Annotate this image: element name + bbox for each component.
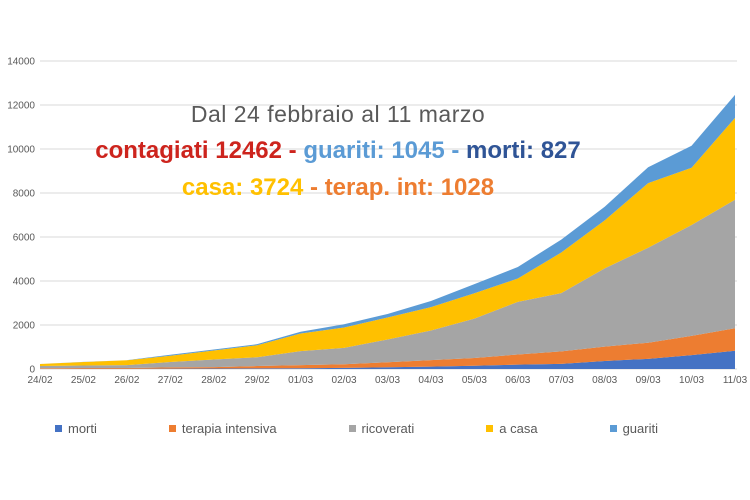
legend-item-terapia-intensiva: terapia intensiva: [168, 420, 277, 436]
legend-marker-a-casa: [486, 424, 494, 432]
x-axis-tick-label: 06/03: [505, 375, 530, 386]
legend-marker-ricoverati: [348, 424, 356, 432]
legend-marker-guariti: [609, 424, 617, 432]
y-axis-tick-label: 6000: [13, 233, 36, 244]
y-axis-tick-label: 0: [29, 365, 35, 376]
legend-marker-morti: [55, 424, 62, 432]
legend-item-morti: morti: [55, 421, 97, 436]
x-axis-tick-label: 11/03: [723, 375, 748, 386]
legend-item-ricoverati: ricoverati: [348, 420, 415, 436]
y-axis-tick-label: 14000: [7, 57, 35, 68]
x-axis-tick-label: 07/03: [549, 375, 574, 386]
x-axis-tick-label: 24/02: [27, 375, 52, 386]
legend-item-guariti: guariti: [609, 420, 658, 436]
legend-item-a-casa: a casa: [486, 420, 538, 436]
y-axis-tick-label: 2000: [13, 321, 36, 332]
x-axis-tick-label: 29/02: [245, 375, 270, 386]
x-axis-tick-label: 26/02: [114, 375, 139, 386]
legend-label-morti: morti: [68, 420, 97, 436]
legend-label-a-casa: a casa: [499, 420, 538, 436]
x-axis-tick-label: 09/03: [636, 375, 661, 386]
x-axis-tick-label: 08/03: [592, 375, 617, 386]
x-axis-tick-label: 04/03: [418, 375, 443, 386]
area-series-a-casa: [40, 117, 735, 367]
x-axis-tick-label: 03/03: [375, 375, 400, 386]
legend-label-guariti: guariti: [622, 420, 658, 436]
area-series-terapia-intensiva: [40, 328, 735, 369]
legend-label-ricoverati: ricoverati: [361, 420, 415, 436]
x-axis-tick-label: 10/03: [679, 375, 704, 386]
area-series-ricoverati: [40, 199, 735, 369]
x-axis-tick-label: 02/03: [332, 375, 357, 386]
x-axis-tick-label: 05/03: [462, 375, 487, 386]
x-axis-tick-label: 01/03: [288, 375, 313, 386]
x-axis-tick-label: 28/02: [201, 375, 226, 386]
chart-legend: morti terapia intensiva ricoverati a casa gu…: [55, 419, 658, 437]
legend-marker-terapia-intensiva: [168, 424, 176, 432]
y-axis-tick-label: 8000: [13, 189, 36, 200]
y-axis-tick-label: 12000: [7, 101, 35, 112]
y-axis-tick-label: 4000: [13, 277, 36, 288]
x-axis-tick-label: 27/02: [158, 375, 183, 386]
y-axis-tick-label: 10000: [7, 145, 35, 156]
area-series-morti: [40, 350, 735, 369]
x-axis-tick-label: 25/02: [71, 375, 96, 386]
legend-label-terapia-intensiva: terapia intensiva: [181, 420, 277, 436]
